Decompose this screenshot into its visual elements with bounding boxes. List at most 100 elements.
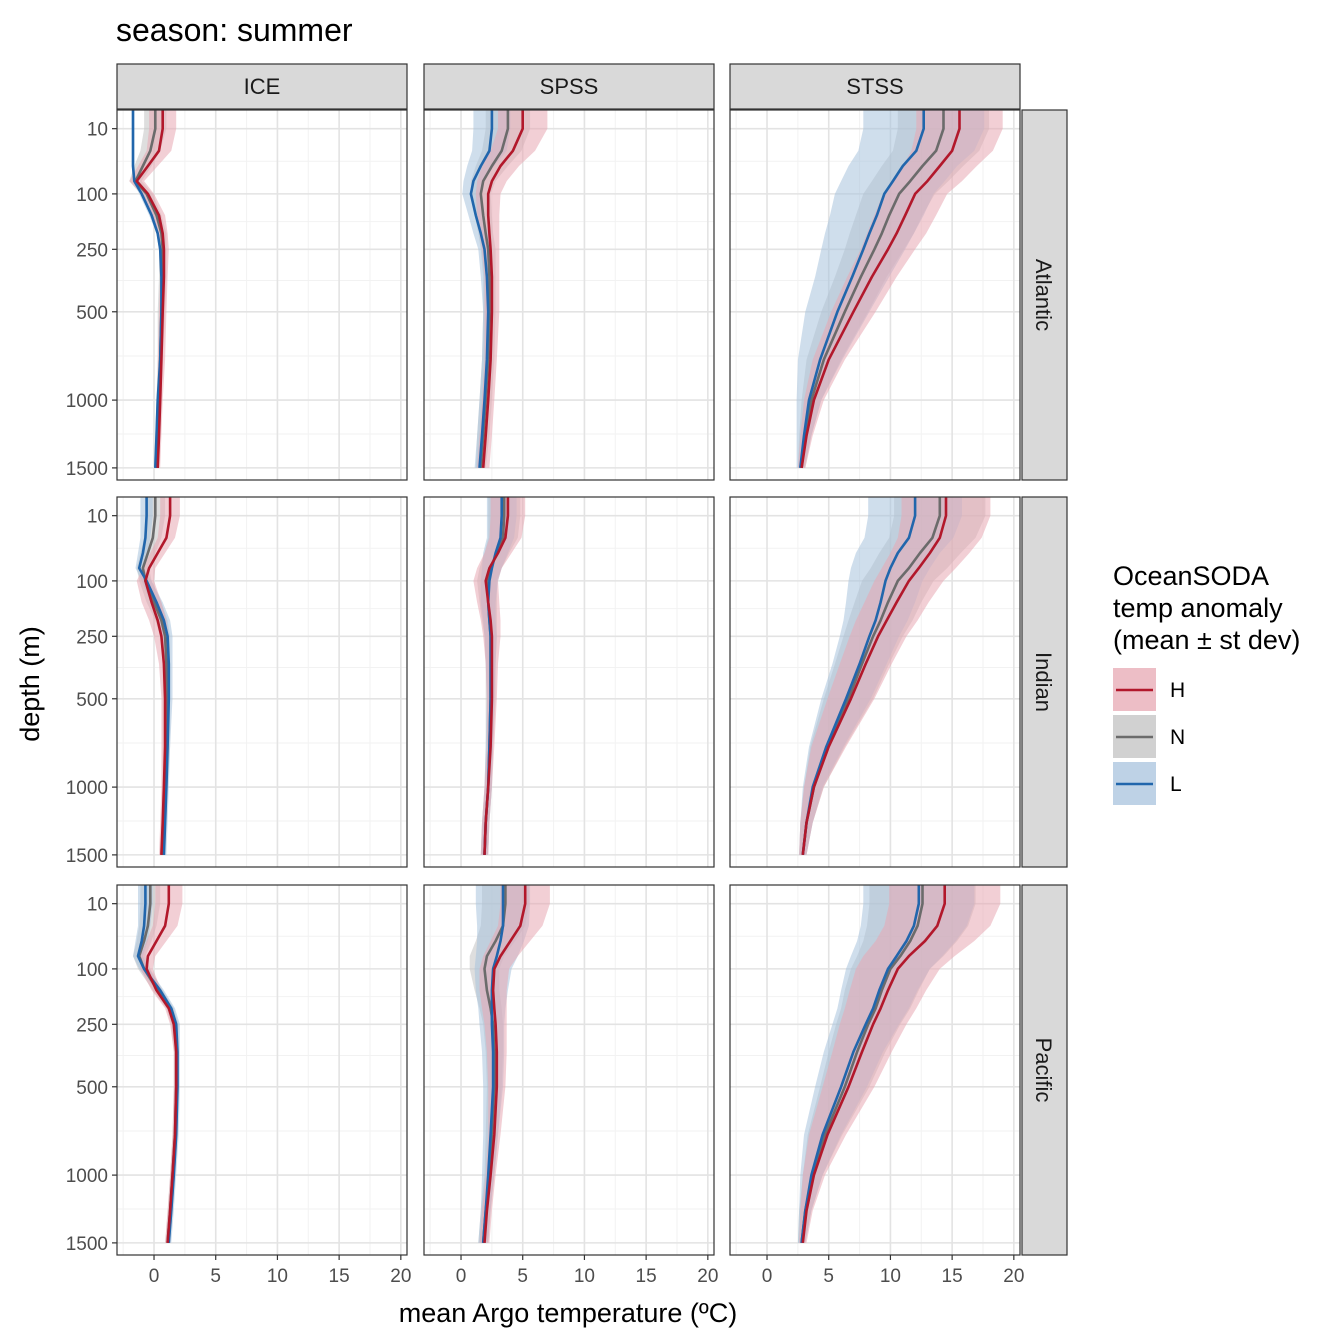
panel-border: [423, 496, 715, 868]
legend-label-L: L: [1170, 773, 1182, 796]
facet-strip-indian: [1021, 496, 1068, 868]
line-L: [481, 885, 505, 1244]
x-tick-label: 15: [942, 1266, 963, 1287]
line-H: [481, 110, 525, 469]
line-H: [800, 110, 961, 469]
y-tick-label: 100: [76, 185, 108, 206]
x-tick-label: 20: [1003, 1266, 1024, 1287]
y-tick-label: 500: [76, 690, 108, 711]
y-tick-label: 250: [76, 1015, 108, 1036]
ribbon-H: [479, 885, 550, 1243]
ribbon-H: [129, 110, 177, 468]
y-tick-label: 1000: [66, 778, 108, 799]
x-axis-title: mean Argo temperature (ºC): [399, 1298, 738, 1328]
ribbon-N: [129, 110, 167, 468]
panel-data-spss-pacific: [469, 885, 550, 1244]
x-tick-label: 0: [762, 1266, 773, 1287]
y-tick-label: 10: [87, 120, 108, 141]
line-L: [469, 110, 494, 469]
ribbon-H: [797, 110, 1003, 468]
line-L: [137, 497, 171, 855]
line-H: [483, 885, 527, 1243]
facet-strip-label: SPSS: [540, 74, 599, 99]
chart-title: season: summer: [116, 12, 353, 48]
panel-background: [424, 497, 714, 867]
x-tick-label: 0: [149, 1266, 160, 1287]
ribbon-L: [796, 110, 985, 468]
facet-strip-label: STSS: [846, 74, 903, 99]
x-tick-label: 15: [636, 1266, 657, 1287]
y-tick-label: 1500: [66, 846, 108, 867]
y-tick-label: 10: [87, 895, 108, 916]
y-tick-label: 1500: [66, 459, 108, 480]
x-tick-label: 5: [823, 1266, 834, 1287]
facet-strip-label: Indian: [1031, 652, 1056, 712]
panel-border: [116, 496, 408, 868]
line-L: [131, 110, 163, 468]
facet-strip-stss: [729, 63, 1021, 110]
line-L: [799, 110, 926, 469]
x-tick-label: 15: [329, 1266, 350, 1287]
y-tick-label: 1000: [66, 391, 108, 412]
x-tick-label: 5: [517, 1266, 528, 1287]
panel-data-stss-atlantic: [796, 110, 1003, 469]
line-H: [801, 497, 948, 856]
facet-strip-atlantic: [1021, 109, 1068, 481]
ribbon-H: [140, 885, 183, 1243]
panel-data-ice-atlantic: [129, 110, 177, 468]
panel-spss-atlantic: [424, 110, 714, 480]
panel-border: [729, 109, 1021, 481]
y-tick-label: 250: [76, 240, 108, 261]
x-tick-label: 10: [880, 1266, 901, 1287]
line-H: [801, 885, 947, 1244]
line-L: [800, 885, 921, 1244]
facet-strip-label: Pacific: [1031, 1038, 1056, 1103]
x-tick-label: 5: [210, 1266, 221, 1287]
line-H: [135, 110, 166, 468]
x-tick-label: 20: [390, 1266, 411, 1287]
x-tick-label: 20: [697, 1266, 718, 1287]
legend-title-line: (mean ± st dev): [1113, 625, 1300, 655]
facet-strip-spss: [423, 63, 715, 110]
legend-label-N: N: [1170, 726, 1185, 749]
panel-background: [117, 885, 407, 1255]
y-tick-label: 1000: [66, 1166, 108, 1187]
panel-spss-pacific: [424, 885, 714, 1255]
ribbon-H: [799, 497, 991, 855]
y-tick-label: 10: [87, 507, 108, 528]
panel-data-spss-atlantic: [462, 110, 548, 469]
legend-title-line: OceanSODA: [1113, 561, 1269, 591]
line-H: [145, 885, 178, 1244]
panel-data-ice-indian: [135, 497, 180, 855]
y-tick-label: 500: [76, 303, 108, 324]
panel-data-stss-indian: [799, 497, 991, 856]
line-N: [800, 110, 945, 469]
panels-layer: ICE SPSS STSSAtlanticIndianPacific10100250…: [66, 63, 1068, 1287]
x-tick-label: 10: [574, 1266, 595, 1287]
ribbon-H: [475, 110, 548, 468]
facet-strip-pacific: [1021, 884, 1068, 1256]
line-H: [483, 497, 510, 855]
line-L: [801, 497, 917, 856]
y-tick-label: 100: [76, 960, 108, 981]
legend-title-line: temp anomaly: [1113, 593, 1283, 623]
y-tick-label: 250: [76, 627, 108, 648]
legend-label-H: H: [1170, 679, 1185, 702]
panel-border: [116, 109, 408, 481]
panel-data-ice-pacific: [133, 885, 183, 1244]
panel-data-spss-indian: [473, 497, 526, 855]
panel-border: [729, 884, 1021, 1256]
panel-spss-indian: [424, 497, 714, 867]
x-tick-label: 0: [456, 1266, 467, 1287]
facet-strip-label: ICE: [244, 74, 281, 99]
panel-border: [116, 884, 408, 1256]
panel-data-stss-pacific: [797, 885, 1001, 1244]
panel-ice-pacific: [117, 885, 407, 1255]
facet-strip-label: Atlantic: [1031, 259, 1056, 331]
facet-strip-ice: [116, 63, 408, 110]
y-tick-label: 1500: [66, 1234, 108, 1255]
panel-background: [424, 885, 714, 1255]
x-tick-label: 10: [267, 1266, 288, 1287]
